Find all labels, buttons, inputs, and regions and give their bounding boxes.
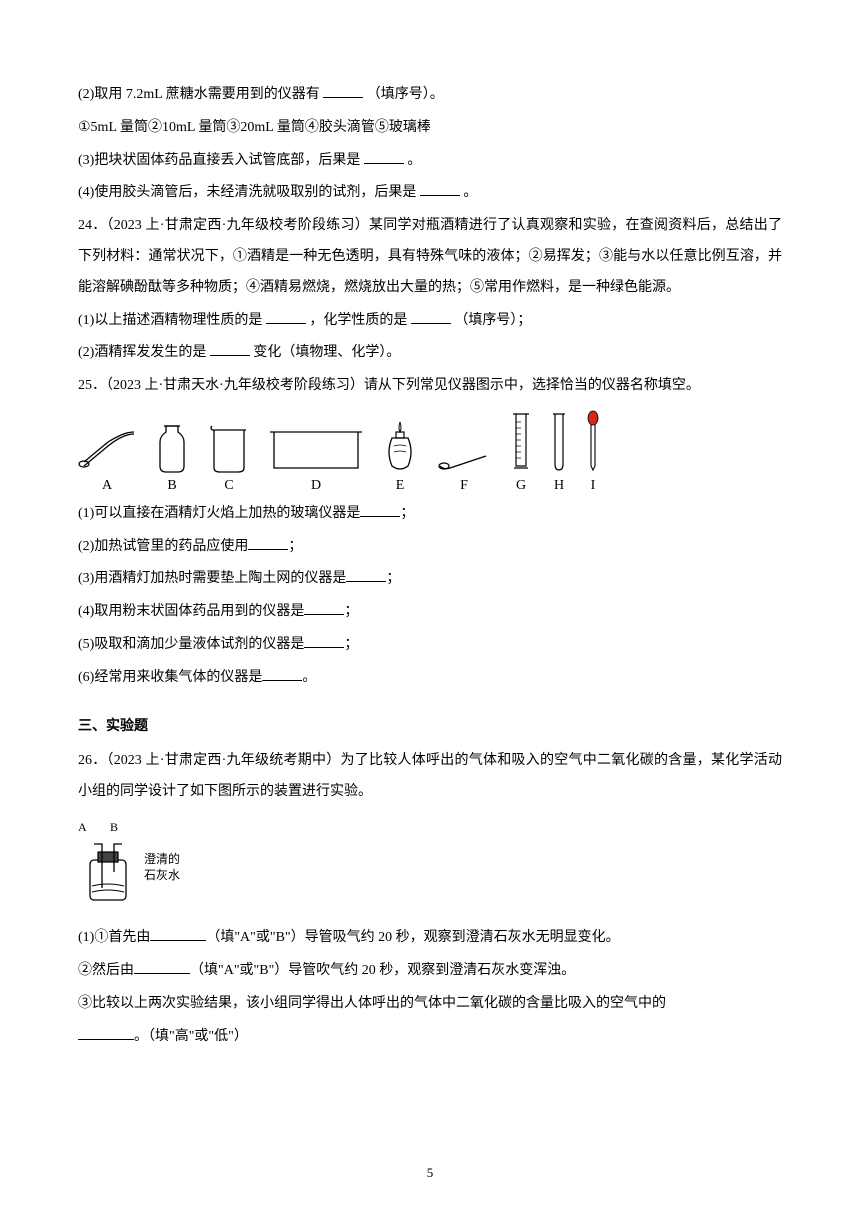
dropper-icon [586,410,600,474]
label-g: G [516,478,526,495]
caption-l1: 澄清的 [144,852,180,868]
q25-blank4 [304,601,344,615]
cylinder-icon [510,410,532,474]
label-d: D [311,478,321,495]
q25-semi5: ； [344,637,358,652]
q25-semi1: ； [400,506,414,521]
q25-period: 。 [302,670,316,685]
q25-intro: 25．（2023 上·甘肃天水·九年级校考阶段练习）请从下列常见仪器图示中，选择… [78,371,782,402]
q25-blank6 [262,667,302,681]
q26-sub3-b: 。（填"高"或"低"） [134,1029,248,1044]
q26-sub2-a: ②然后由 [78,963,134,978]
label-b: B [167,478,176,495]
q24-intro: 24．（2023 上·甘肃定西·九年级校考阶段练习）某同学对瓶酒精进行了认真观察… [78,211,782,303]
q25-sub4-text: (4)取用粉末状固体药品用到的仪器是 [78,604,304,619]
q4-blank [420,182,460,196]
label-h: H [554,478,564,495]
q2-suffix: （填序号）。 [367,87,444,102]
q24-sub2-b: 变化（填物理、化学）。 [253,345,400,360]
q2-blank [323,84,363,98]
apparatus-d: D [268,426,364,495]
apparatus-row: A B C D E [78,410,782,495]
q25-sub1: (1)可以直接在酒精灯火焰上加热的玻璃仪器是 ； [78,499,782,530]
q26-sub1-a: (1)①首先由 [78,930,150,945]
q24-sub2-a: (2)酒精挥发发生的是 [78,345,206,360]
q24-blank1 [266,310,306,324]
q4-suffix: 。 [463,185,477,200]
q4-prefix: (4)使用胶头滴管后，未经清洗就吸取别的试剂，后果是 [78,185,416,200]
bottle-caption: 澄清的 石灰水 [144,852,180,883]
q25-sub3: (3)用酒精灯加热时需要垫上陶土网的仪器是 ； [78,564,782,595]
q24-sub1: (1)以上描述酒精物理性质的是 ，化学性质的是 （填序号）； [78,306,782,337]
page-number: 5 [0,1159,860,1188]
q25-sub5-text: (5)吸取和滴加少量液体试剂的仪器是 [78,637,304,652]
q24-sub1-a: (1)以上描述酒精物理性质的是 [78,313,262,328]
q24-sub1-b: ，化学性质的是 [309,313,407,328]
q2-prefix: (2)取用 7.2mL 蔗糖水需要用到的仪器有 [78,87,320,102]
q24-sub1-c: （填序号）； [454,313,531,328]
apparatus-a: A [78,428,136,495]
q25-sub6-text: (6)经常用来收集气体的仪器是 [78,670,262,685]
q26-sub3-line1: ③比较以上两次实验结果，该小组同学得出人体呼出的气体中二氧化碳的含量比吸入的空气… [78,989,782,1020]
q25-blank1 [360,503,400,517]
q25-sub1-text: (1)可以直接在酒精灯火焰上加热的玻璃仪器是 [78,506,360,521]
q26-blank3 [78,1026,134,1040]
alcohol-lamp-icon [382,418,418,474]
label-e: E [396,478,405,495]
q25-sub6: (6)经常用来收集气体的仪器是 。 [78,663,782,694]
apparatus-b: B [154,422,190,495]
q26-sub3-line2: 。（填"高"或"低"） [78,1022,782,1053]
bottle-ab: A B [78,814,138,840]
tongs-icon [78,428,136,474]
bottle-figure: A B 澄清的 石灰水 [78,814,782,919]
q26-blank1 [150,927,206,941]
q2-options: ①5mL 量筒②10mL 量筒③20mL 量筒④胶头滴管⑤玻璃棒 [78,113,782,144]
q24-blank3 [210,342,250,356]
q25-sub3-text: (3)用酒精灯加热时需要垫上陶土网的仪器是 [78,571,346,586]
trough-icon [268,426,364,474]
spoon-icon [436,448,492,474]
apparatus-f: F [436,448,492,495]
q26-sub1-b: （填"A"或"B"）导管吸气约 20 秒，观察到澄清石灰水无明显变化。 [206,930,619,945]
q25-sub5: (5)吸取和滴加少量液体试剂的仪器是 ； [78,630,782,661]
q25-semi4: ； [344,604,358,619]
label-f: F [460,478,468,495]
beaker-icon [208,422,250,474]
q25-semi2: ； [288,539,302,554]
q4-line: (4)使用胶头滴管后，未经清洗就吸取别的试剂，后果是 。 [78,178,782,209]
q3-suffix: 。 [407,153,421,168]
apparatus-i: I [586,410,600,495]
section3-title: 三、实验题 [78,712,782,743]
q25-blank2 [248,536,288,550]
q26-blank2 [134,960,190,974]
q3-blank [364,150,404,164]
bottle-icon [154,422,190,474]
q3-line: (3)把块状固体药品直接丢入试管底部，后果是 。 [78,146,782,177]
q2-line: (2)取用 7.2mL 蔗糖水需要用到的仪器有 （填序号）。 [78,80,782,111]
label-i: I [591,478,596,495]
caption-l2: 石灰水 [144,868,180,884]
q25-semi3: ； [386,571,400,586]
q25-sub2-text: (2)加热试管里的药品应使用 [78,539,248,554]
q26-sub2: ②然后由 （填"A"或"B"）导管吹气约 20 秒，观察到澄清石灰水变浑浊。 [78,956,782,987]
q25-blank5 [304,634,344,648]
q3-prefix: (3)把块状固体药品直接丢入试管底部，后果是 [78,153,360,168]
q25-sub4: (4)取用粉末状固体药品用到的仪器是 ； [78,597,782,628]
apparatus-h: H [550,410,568,495]
q25-sub2: (2)加热试管里的药品应使用 ； [78,532,782,563]
q26-intro: 26．（2023 上·甘肃定西·九年级统考期中）为了比较人体呼出的气体和吸入的空… [78,746,782,808]
q26-sub2-b: （填"A"或"B"）导管吹气约 20 秒，观察到澄清石灰水变浑浊。 [190,963,575,978]
gas-bottle-icon [78,842,138,906]
q25-blank3 [346,568,386,582]
q26-sub1: (1)①首先由 （填"A"或"B"）导管吸气约 20 秒，观察到澄清石灰水无明显变… [78,923,782,954]
q24-sub2: (2)酒精挥发发生的是 变化（填物理、化学）。 [78,338,782,369]
label-c: C [224,478,233,495]
apparatus-e: E [382,418,418,495]
apparatus-g: G [510,410,532,495]
test-tube-icon [550,410,568,474]
q24-blank2 [411,310,451,324]
label-a: A [102,478,112,495]
apparatus-c: C [208,422,250,495]
